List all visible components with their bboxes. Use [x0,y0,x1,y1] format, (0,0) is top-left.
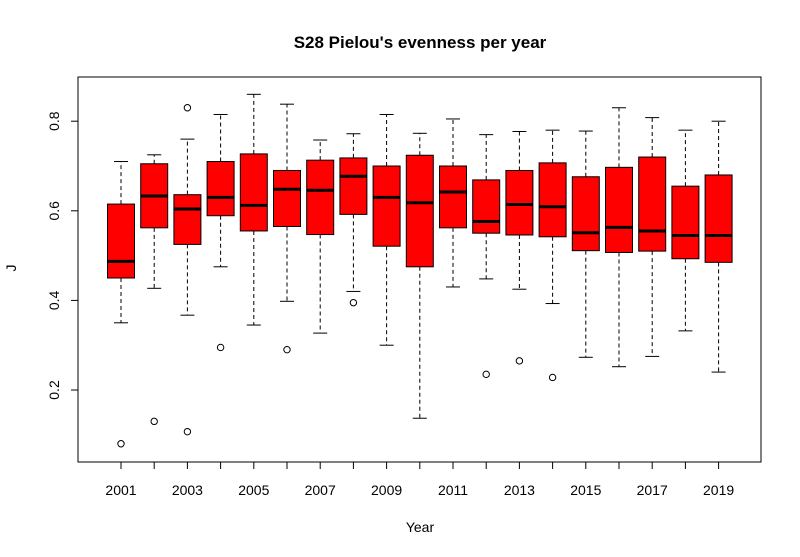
box-2003 [173,104,202,436]
y-axis-label: J [3,265,19,272]
box-2005 [239,93,268,326]
box-2008 [339,133,368,307]
x-tick-label: 2009 [371,482,402,498]
y-tick-label: 0.8 [46,111,62,131]
iqr-box [505,169,534,236]
box-2010 [405,132,434,419]
outlier-point [548,373,557,382]
iqr-box [704,174,733,263]
x-tick-label: 2015 [570,482,601,498]
x-tick-label: 2007 [305,482,336,498]
iqr-box [439,165,467,229]
x-axis-label: Year [406,519,435,535]
y-tick-label: 0.4 [46,290,62,310]
outlier-point [216,343,225,352]
outlier-point [349,298,358,307]
chart-title: S28 Pielou's evenness per year [294,33,547,52]
box-2018 [671,129,700,332]
iqr-box [173,194,202,245]
x-tick-label: 2017 [637,482,668,498]
box-2014 [538,129,567,382]
box-2016 [605,107,633,368]
outlier-point [515,357,524,365]
iqr-box [405,154,434,268]
boxes-group [107,93,733,448]
iqr-box [273,169,301,227]
box-2002 [140,154,169,426]
outlier-point [283,345,291,354]
y-tick-label: 0.2 [46,380,62,400]
outlier-point [183,427,192,436]
iqr-box [372,165,401,247]
iqr-box [472,179,501,234]
iqr-box [107,203,135,279]
x-tick-label: 2011 [438,482,468,498]
x-tick-label: 2005 [238,482,269,498]
y-tick-label: 0.6 [46,201,62,221]
box-2007 [306,139,335,334]
iqr-box [206,161,235,217]
iqr-box [306,159,335,236]
iqr-box [239,153,268,232]
box-2012 [472,134,501,379]
outlier-point [183,104,192,112]
iqr-box [671,185,700,260]
iqr-box [538,162,567,238]
box-2013 [505,131,534,365]
outlier-point [117,440,125,448]
iqr-box [638,156,667,252]
y-axis: 0.2 0.4 0.6 0.8 [46,111,79,400]
box-2019 [704,120,733,373]
box-2001 [107,161,135,448]
box-2017 [638,117,667,357]
outlier-point [150,417,158,426]
iqr-box [605,166,633,253]
box-2009 [372,113,401,346]
box-2015 [571,130,600,358]
x-tick-label: 2001 [105,482,136,498]
x-tick-label: 2019 [703,482,734,498]
outlier-point [482,370,490,379]
box-2004 [206,113,235,352]
iqr-box [339,157,368,215]
iqr-box [571,176,600,252]
x-tick-label: 2013 [504,482,535,498]
x-axis: 2001 2003 2005 2007 2009 2011 2013 2015 2017 2019 [105,461,734,498]
x-tick-label: 2003 [172,482,203,498]
box-2011 [439,118,467,288]
box-2006 [273,103,301,354]
